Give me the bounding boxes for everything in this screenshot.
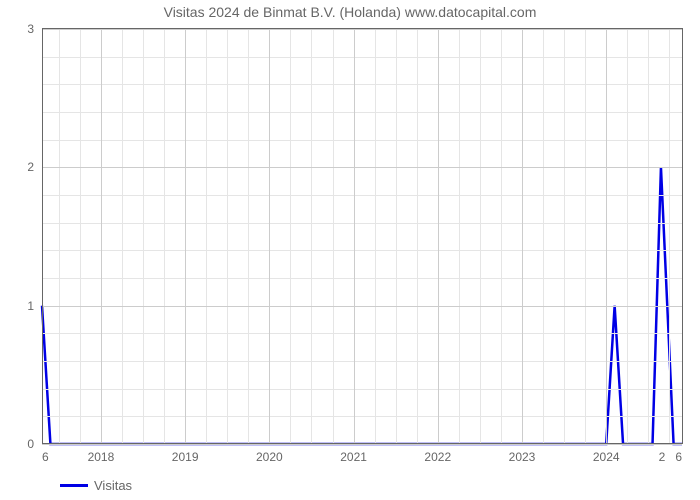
gridline-minor-v	[648, 29, 649, 444]
gridline-major-h	[42, 306, 682, 307]
chart-title-text: Visitas 2024 de Binmat B.V. (Holanda) ww…	[164, 4, 537, 20]
gridline-minor-h	[42, 278, 682, 279]
gridline-minor-v	[669, 29, 670, 444]
gridline-minor-v	[459, 29, 460, 444]
y-tick-label: 2	[27, 160, 34, 174]
gridline-minor-h	[42, 361, 682, 362]
gridline-minor-v	[543, 29, 544, 444]
gridline-minor-v	[206, 29, 207, 444]
chart-container: Visitas 2024 de Binmat B.V. (Holanda) ww…	[0, 0, 700, 500]
gridline-minor-v	[80, 29, 81, 444]
gridline-major-v	[522, 29, 523, 444]
chart-title: Visitas 2024 de Binmat B.V. (Holanda) ww…	[0, 4, 700, 20]
x-tick-label: 2020	[256, 450, 283, 464]
legend-label: Visitas	[94, 478, 132, 493]
bottom-left-label: 6	[42, 450, 49, 464]
gridline-minor-h	[42, 333, 682, 334]
gridline-major-v	[185, 29, 186, 444]
gridline-minor-h	[42, 57, 682, 58]
gridline-minor-v	[333, 29, 334, 444]
y-tick-label: 3	[27, 22, 34, 36]
gridline-minor-h	[42, 84, 682, 85]
gridline-minor-v	[143, 29, 144, 444]
plot-area: 2018201920202021202220232024012362 6	[42, 28, 683, 444]
gridline-minor-h	[42, 389, 682, 390]
gridline-major-v	[438, 29, 439, 444]
x-tick-label: 2021	[340, 450, 367, 464]
gridline-minor-v	[564, 29, 565, 444]
gridline-minor-h	[42, 140, 682, 141]
x-tick-label: 2024	[593, 450, 620, 464]
bottom-right-label: 2 6	[659, 450, 682, 464]
gridline-minor-v	[417, 29, 418, 444]
x-tick-label: 2019	[172, 450, 199, 464]
gridline-major-h	[42, 167, 682, 168]
gridline-major-v	[606, 29, 607, 444]
gridline-minor-v	[585, 29, 586, 444]
legend: Visitas	[60, 478, 132, 493]
gridline-major-h	[42, 29, 682, 30]
gridline-minor-h	[42, 223, 682, 224]
gridline-minor-v	[59, 29, 60, 444]
gridline-minor-v	[375, 29, 376, 444]
gridline-major-v	[269, 29, 270, 444]
x-axis-line	[42, 443, 682, 444]
legend-swatch	[60, 484, 88, 487]
gridline-minor-v	[290, 29, 291, 444]
gridline-minor-v	[122, 29, 123, 444]
gridline-minor-v	[248, 29, 249, 444]
gridline-minor-v	[480, 29, 481, 444]
gridline-minor-h	[42, 416, 682, 417]
gridline-minor-h	[42, 195, 682, 196]
x-tick-label: 2022	[424, 450, 451, 464]
gridline-major-v	[101, 29, 102, 444]
y-tick-label: 0	[27, 437, 34, 451]
gridline-minor-v	[227, 29, 228, 444]
gridline-minor-h	[42, 112, 682, 113]
y-tick-label: 1	[27, 299, 34, 313]
gridline-major-v	[354, 29, 355, 444]
x-tick-label: 2023	[509, 450, 536, 464]
y-axis-line	[42, 29, 43, 444]
gridline-minor-v	[164, 29, 165, 444]
gridline-minor-v	[396, 29, 397, 444]
x-tick-label: 2018	[88, 450, 115, 464]
gridline-major-h	[42, 444, 682, 445]
gridline-minor-v	[501, 29, 502, 444]
gridline-minor-h	[42, 250, 682, 251]
gridline-minor-v	[627, 29, 628, 444]
gridline-minor-v	[311, 29, 312, 444]
